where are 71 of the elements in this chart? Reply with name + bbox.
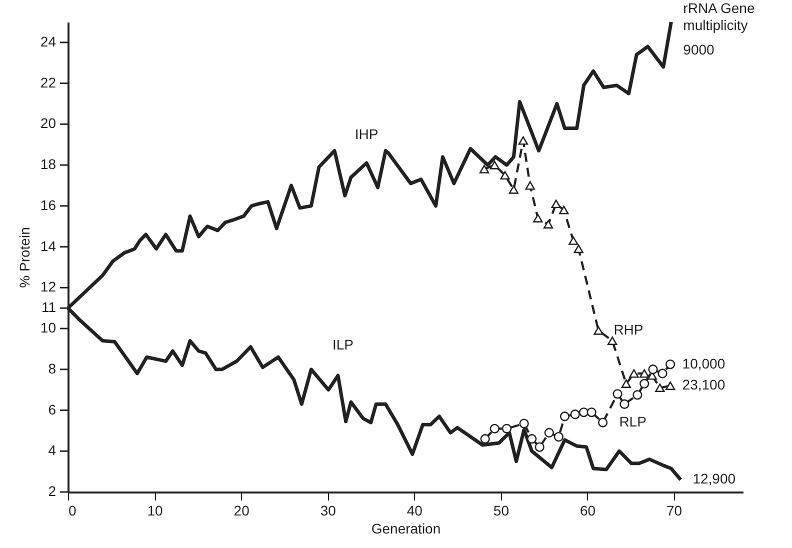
y-tick-label: 4	[48, 442, 56, 458]
series-label: RHP	[614, 322, 644, 338]
point	[568, 236, 578, 245]
y-axis-title: % Protein	[16, 227, 32, 288]
point	[598, 418, 608, 428]
y-tick-label: 14	[40, 238, 56, 254]
annotation: 9000	[683, 42, 715, 58]
point	[648, 364, 658, 374]
point	[658, 368, 668, 378]
point	[500, 170, 510, 180]
x-tick-label: 50	[493, 502, 510, 518]
x-tick-label: 70	[666, 502, 682, 518]
point	[570, 410, 580, 420]
point	[551, 200, 561, 208]
point	[612, 389, 622, 399]
x-tick-label: 10	[147, 502, 164, 518]
point	[620, 399, 630, 409]
point	[655, 384, 665, 392]
point	[559, 206, 569, 214]
x-tick-label: 0	[68, 502, 76, 518]
x-tick-label: 20	[234, 502, 250, 518]
point	[543, 220, 554, 229]
point	[586, 407, 596, 418]
x-tick-label: 60	[580, 502, 596, 518]
point	[502, 424, 512, 434]
point	[594, 326, 604, 335]
point	[578, 407, 589, 418]
y-tick-label: 24	[40, 33, 56, 50]
point	[519, 418, 529, 428]
point	[527, 434, 537, 444]
y-tick-label: 22	[40, 74, 56, 90]
point	[479, 164, 490, 174]
y-tick-label: 6	[48, 401, 56, 418]
y-tick-label: 10	[40, 320, 56, 336]
point	[518, 136, 528, 145]
point	[533, 214, 543, 222]
point	[534, 442, 544, 452]
y-tick-label: 16	[40, 196, 56, 213]
y-tick-label: 12	[40, 278, 56, 295]
annotation: 10,000	[682, 355, 726, 372]
y-tick-label: 8	[48, 360, 56, 376]
point	[525, 181, 535, 190]
annotation: rRNA Gene multiplicity	[683, 0, 755, 33]
point	[607, 336, 618, 346]
annotation: 23,100	[682, 376, 726, 393]
point	[629, 369, 639, 378]
point	[554, 432, 564, 442]
point	[490, 160, 500, 170]
x-tick-label: 40	[406, 502, 423, 518]
annotation: 12,900	[692, 470, 736, 487]
y-tick-label: 20	[40, 115, 56, 132]
series-label: RLP	[619, 414, 646, 430]
point	[632, 390, 642, 400]
point	[574, 244, 584, 254]
point	[640, 369, 650, 378]
point	[560, 412, 570, 422]
series-label: ILP	[332, 336, 354, 353]
point	[621, 379, 632, 388]
y-tick-label: 18	[40, 156, 56, 172]
point	[544, 428, 554, 438]
point	[665, 381, 676, 390]
x-axis-title: Generation	[371, 520, 441, 536]
series-label: IHP	[354, 126, 378, 142]
x-tick-label: 30	[320, 502, 336, 518]
point	[490, 424, 500, 434]
point	[640, 378, 650, 389]
point	[665, 359, 676, 370]
point	[508, 185, 519, 194]
y-tick-label: 2	[48, 483, 56, 499]
y-tick-label: 11	[41, 299, 56, 316]
point	[480, 434, 490, 444]
